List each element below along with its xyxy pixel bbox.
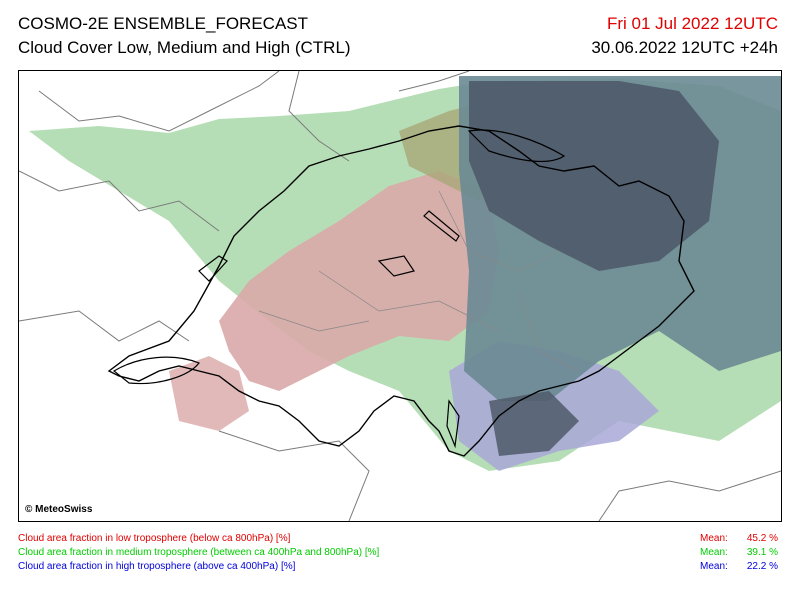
- lake-lucerne: [377, 255, 415, 277]
- map-subtitle: Cloud Cover Low, Medium and High (CTRL): [18, 38, 351, 57]
- map-canvas: [19, 71, 781, 521]
- lake-zurich: [423, 210, 460, 242]
- mean-value-medium: 39.1 %: [746, 547, 778, 558]
- legend-medium-cloud: Cloud area fraction in medium tropospher…: [18, 547, 380, 558]
- lake-geneva: [112, 356, 200, 385]
- map-title: COSMO-2E ENSEMBLE_FORECAST: [18, 14, 309, 33]
- valid-time: Fri 01 Jul 2022 12UTC: [606, 14, 778, 33]
- mean-label-low: Mean:: [700, 533, 728, 544]
- copyright-label: © MeteoSwiss: [25, 504, 93, 515]
- mean-value-high: 22.2 %: [746, 561, 778, 572]
- legend-low-cloud: Cloud area fraction in low troposphere (…: [18, 533, 291, 544]
- all-layers-overlap: [469, 81, 719, 271]
- low-cloud-patch: [169, 356, 249, 431]
- lake-constance: [467, 129, 566, 162]
- lake-maggiore: [446, 399, 460, 449]
- legend-high-cloud: Cloud area fraction in high troposphere …: [18, 561, 296, 572]
- mean-label-medium: Mean:: [700, 547, 728, 558]
- low-cloud-area: [219, 171, 499, 391]
- mean-value-low: 45.2 %: [746, 533, 778, 544]
- lake-neuchatel: [198, 255, 228, 282]
- cloud-cover-map: © MeteoSwiss: [18, 70, 782, 522]
- mean-label-high: Mean:: [700, 561, 728, 572]
- cantonal-boundaries: [258, 190, 580, 372]
- swiss-border: [107, 125, 695, 457]
- country-boundaries: [19, 71, 781, 521]
- run-time: 30.06.2022 12UTC +24h: [591, 38, 778, 57]
- lakes: [112, 129, 566, 449]
